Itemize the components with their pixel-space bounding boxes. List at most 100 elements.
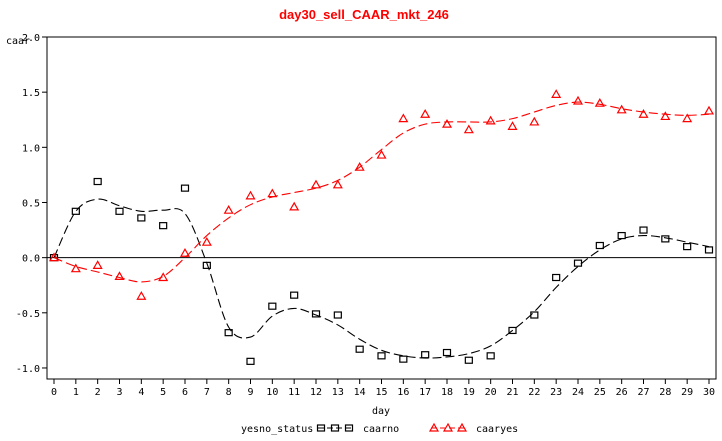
data-point-caarno xyxy=(180,184,190,192)
data-point-caarno xyxy=(159,222,168,230)
smooth-curves xyxy=(53,101,710,359)
data-point-caaryes xyxy=(267,188,278,198)
data-point-caaryes xyxy=(660,111,671,121)
data-point-caarno xyxy=(704,246,714,254)
x-tick-label: 21 xyxy=(506,387,518,398)
data-point-caaryes xyxy=(529,116,540,126)
x-axis: 0 1 2 3 4 5 6 7 8 9 10 11 12 13 14 15 16 17 18 19 20 21 22 23 24… xyxy=(51,379,715,398)
data-point-caarno xyxy=(486,352,495,360)
data-point-caaryes xyxy=(179,248,191,257)
y-tick-label: -1.0 xyxy=(16,364,40,375)
data-point-caaryes xyxy=(310,179,322,189)
data-point-caarno xyxy=(115,207,124,215)
data-point-caaryes xyxy=(594,97,605,107)
data-point-caaryes xyxy=(48,252,60,262)
y-tick-label: 1.0 xyxy=(22,143,40,154)
data-point-caarno xyxy=(421,351,430,359)
x-tick-label: 25 xyxy=(594,387,606,398)
data-point-caarno xyxy=(290,291,299,299)
data-point-caarno xyxy=(333,311,342,319)
legend: yesno_status caarno caaryes xyxy=(241,422,518,435)
y-axis: -1.0 -0.5 0.0 0.5 1.0 1.5 2.0 xyxy=(16,33,47,375)
legend-marker-caaryes xyxy=(456,422,468,432)
data-point-caaryes xyxy=(223,204,234,214)
x-tick-label: 3 xyxy=(116,387,122,398)
x-tick-label: 12 xyxy=(310,387,322,398)
data-point-caaryes xyxy=(485,115,496,125)
y-tick-label: 0.5 xyxy=(22,198,40,209)
data-point-caarno xyxy=(399,355,408,363)
data-point-caarno xyxy=(573,259,583,267)
data-point-caaryes xyxy=(441,118,453,128)
data-point-caarno xyxy=(268,302,277,310)
data-point-caaryes xyxy=(354,161,365,171)
data-point-caaryes xyxy=(158,272,169,282)
y-tick-label: 1.5 xyxy=(22,88,40,99)
data-point-caaryes xyxy=(507,121,518,130)
chart-title: day30_sell_CAAR_mkt_246 xyxy=(279,7,449,22)
x-tick-label: 10 xyxy=(266,387,278,398)
x-tick-label: 13 xyxy=(332,387,344,398)
data-point-caarno xyxy=(137,214,146,222)
data-point-caaryes xyxy=(114,271,125,280)
data-point-caarno xyxy=(355,345,364,353)
x-tick-label: 0 xyxy=(51,387,57,398)
y-axis-label: caar xyxy=(6,36,30,47)
y-tick-label: 2.0 xyxy=(22,33,40,44)
data-point-caaryes xyxy=(398,113,409,123)
data-point-caarno xyxy=(224,329,233,337)
data-point-caarno xyxy=(508,326,517,335)
x-tick-label: 4 xyxy=(138,387,144,398)
x-tick-label: 17 xyxy=(419,387,431,398)
data-point-caarno xyxy=(377,352,386,360)
data-point-caaryes xyxy=(92,260,103,269)
legend-marker-caaryes xyxy=(428,422,440,432)
data-point-caaryes xyxy=(682,113,693,123)
x-tick-label: 26 xyxy=(616,387,628,398)
data-point-caarno xyxy=(442,348,452,357)
data-point-caarno xyxy=(202,261,211,269)
x-tick-label: 27 xyxy=(637,387,649,398)
y-tick-label: 0.0 xyxy=(22,254,40,265)
x-tick-label: 8 xyxy=(226,387,232,398)
x-tick-label: 7 xyxy=(204,387,210,398)
x-tick-label: 9 xyxy=(247,387,253,398)
data-point-caaryes xyxy=(420,109,431,118)
data-point-caaryes xyxy=(551,89,562,98)
data-point-caarno xyxy=(464,356,473,364)
data-point-caarno xyxy=(683,243,692,251)
x-tick-label: 14 xyxy=(354,387,366,398)
x-tick-label: 11 xyxy=(288,387,300,398)
y-tick-label: -0.5 xyxy=(16,309,40,320)
data-point-caarno xyxy=(311,310,321,318)
x-tick-label: 6 xyxy=(182,387,188,398)
data-point-caaryes xyxy=(245,190,256,200)
data-point-caarno xyxy=(93,177,102,186)
x-tick-label: 1 xyxy=(73,387,79,398)
legend-marker-caarno xyxy=(330,424,340,432)
x-tick-label: 15 xyxy=(375,387,387,398)
x-tick-label: 23 xyxy=(550,387,562,398)
legend-marker-caaryes xyxy=(442,422,454,432)
data-point-caarno xyxy=(661,235,670,243)
x-tick-label: 29 xyxy=(681,387,693,398)
data-point-caarno xyxy=(552,273,561,282)
x-tick-label: 20 xyxy=(485,387,497,398)
data-point-caarno xyxy=(71,207,80,215)
data-point-caaryes xyxy=(136,291,147,300)
data-point-caaryes xyxy=(376,149,387,159)
x-tick-label: 18 xyxy=(441,387,453,398)
legend-title: yesno_status xyxy=(241,424,313,435)
x-tick-label: 22 xyxy=(528,387,540,398)
x-tick-label: 19 xyxy=(463,387,475,398)
data-point-caaryes xyxy=(572,95,584,105)
legend-label-caaryes: caaryes xyxy=(476,424,518,435)
plot-area xyxy=(46,36,717,380)
x-tick-label: 24 xyxy=(572,387,584,398)
legend-marker-caarno xyxy=(344,424,354,432)
data-point-caaryes xyxy=(638,109,649,118)
data-point-caaryes xyxy=(463,124,474,134)
x-tick-label: 30 xyxy=(703,387,715,398)
legend-items: caarno caaryes xyxy=(316,422,518,435)
